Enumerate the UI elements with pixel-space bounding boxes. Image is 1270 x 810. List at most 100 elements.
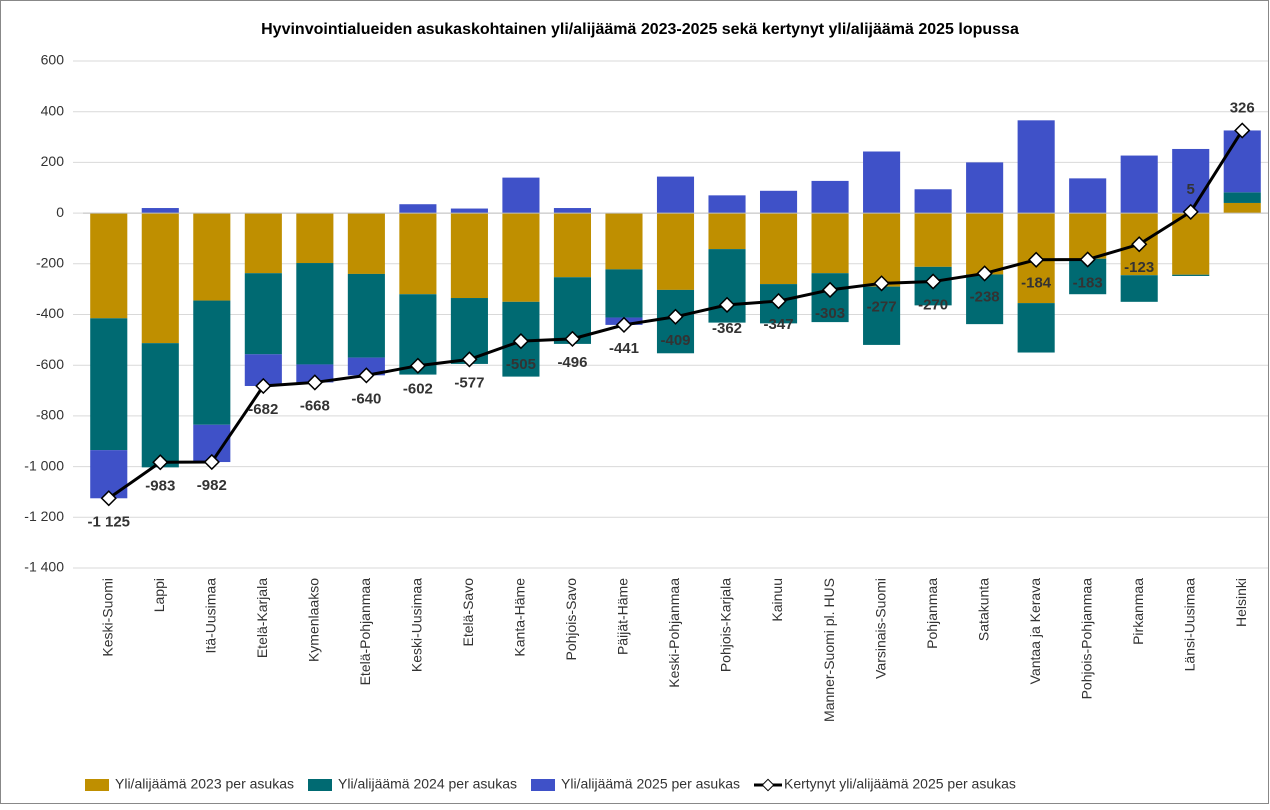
- bar: [193, 213, 231, 301]
- y-tick-label: 200: [41, 153, 65, 169]
- line-marker: [821, 281, 839, 299]
- y-tick-label: 0: [56, 204, 64, 220]
- data-label: -270: [918, 297, 948, 314]
- bar: [450, 208, 488, 214]
- data-label: -362: [712, 320, 742, 337]
- x-tick-label: Keski-Suomi: [99, 578, 115, 657]
- y-tick-label: -1 200: [24, 508, 64, 524]
- data-label: -123: [1124, 259, 1154, 276]
- bar: [966, 162, 1004, 214]
- y-tick-label: -800: [36, 407, 64, 423]
- data-label: -347: [764, 316, 794, 333]
- bar: [708, 195, 746, 214]
- line-marker: [358, 367, 375, 384]
- x-tick-label: Kymenlaakso: [306, 578, 322, 662]
- x-tick-label: Etelä-Pohjanmaa: [357, 578, 373, 686]
- data-label: -602: [403, 381, 433, 398]
- bar: [1223, 192, 1261, 203]
- line-marker: [461, 351, 478, 368]
- bar: [502, 213, 540, 302]
- line-marker: [770, 292, 787, 310]
- legend-swatch: [531, 779, 555, 791]
- bar: [863, 151, 901, 214]
- bar: [296, 364, 334, 383]
- x-tick-label: Keski-Uusimaa: [409, 578, 425, 672]
- data-label: -682: [248, 401, 278, 418]
- legend-label: Yli/alijäämä 2023 per asukas: [115, 776, 294, 792]
- bar: [656, 176, 695, 214]
- bar: [708, 213, 746, 250]
- line-marker: [1028, 251, 1045, 268]
- legend-swatch: [85, 779, 109, 791]
- bar: [914, 189, 952, 214]
- x-tick-label: Kainuu: [769, 578, 785, 622]
- y-tick-label: 600: [41, 52, 65, 68]
- x-tick-label: Pohjois-Karjala: [718, 578, 734, 672]
- x-tick-label: Pohjois-Pohjanmaa: [1078, 578, 1094, 700]
- x-tick-label: Pohjanmaa: [924, 578, 940, 649]
- line-marker: [512, 332, 530, 350]
- data-label: -496: [557, 354, 587, 371]
- bar: [244, 273, 282, 355]
- data-label: -303: [815, 305, 845, 322]
- legend-swatch: [308, 779, 332, 791]
- data-label: -505: [506, 356, 536, 373]
- bar: [399, 204, 437, 214]
- bar: [605, 213, 643, 270]
- line-marker: [1079, 251, 1096, 268]
- line-marker: [409, 357, 427, 374]
- bar: [966, 274, 1004, 325]
- bar: [1172, 213, 1210, 275]
- bar: [811, 213, 849, 274]
- bar: [1172, 148, 1210, 214]
- bar: [1172, 274, 1210, 276]
- bar: [1017, 303, 1055, 353]
- line-marker: [152, 454, 169, 471]
- data-label: -982: [197, 477, 227, 494]
- bar: [1223, 202, 1261, 214]
- x-tick-label: Vantaa ja Kerava: [1027, 578, 1043, 685]
- line-marker: [667, 308, 684, 325]
- bar: [914, 213, 952, 267]
- line-marker: [873, 275, 890, 292]
- bar: [141, 213, 179, 344]
- line-marker: [718, 296, 736, 313]
- x-tick-label: Satakunta: [975, 578, 991, 641]
- legend-label: Yli/alijäämä 2025 per asukas: [561, 776, 740, 792]
- line-marker: [203, 453, 220, 471]
- legend-swatch: [761, 778, 775, 792]
- bar: [502, 177, 540, 214]
- data-label: -577: [454, 374, 484, 391]
- line-marker: [100, 490, 117, 507]
- line-marker: [976, 265, 993, 282]
- line-marker: [1131, 236, 1148, 253]
- bar: [141, 208, 179, 214]
- bar: [296, 213, 334, 264]
- y-tick-label: -200: [36, 255, 64, 271]
- data-label: -409: [660, 332, 690, 349]
- data-label: -640: [351, 390, 381, 407]
- line-marker: [255, 377, 272, 395]
- bar: [863, 286, 901, 345]
- data-label: -1 125: [87, 513, 130, 530]
- bar: [759, 190, 798, 214]
- data-label: -238: [970, 288, 1000, 305]
- data-label: -183: [1073, 274, 1103, 291]
- y-tick-label: -1 000: [24, 457, 64, 473]
- legend-label: Yli/alijäämä 2024 per asukas: [338, 776, 517, 792]
- y-tick-label: -600: [36, 356, 64, 372]
- bar: [1017, 120, 1055, 214]
- x-tick-label: Etelä-Savo: [460, 578, 476, 647]
- bar: [296, 263, 334, 365]
- y-tick-label: -400: [36, 305, 64, 321]
- bar: [90, 318, 128, 451]
- bar: [553, 213, 592, 278]
- bar: [966, 213, 1004, 275]
- bar: [863, 213, 901, 287]
- data-label: -277: [867, 298, 897, 315]
- y-tick-label: 400: [41, 102, 65, 118]
- x-tick-label: Pirkanmaa: [1130, 578, 1146, 645]
- x-tick-label: Varsinais-Suomi: [872, 578, 888, 679]
- bar: [1069, 213, 1107, 259]
- line-marker: [564, 330, 581, 347]
